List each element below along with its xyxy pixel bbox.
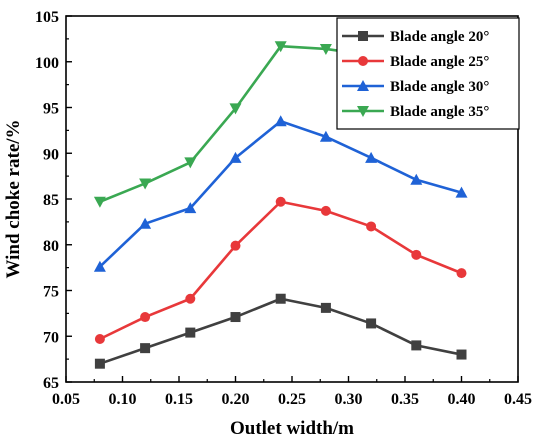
data-point (456, 349, 467, 360)
data-point (411, 249, 422, 260)
y-tick-label: 100 (35, 55, 59, 72)
y-axis-label: Wind choke rate/% (3, 119, 24, 278)
data-point (230, 240, 241, 251)
legend-marker (357, 106, 369, 117)
y-tick-label: 85 (43, 192, 59, 209)
data-point (274, 41, 287, 53)
y-tick-label: 105 (35, 9, 59, 26)
legend-item: Blade angle 35° (342, 104, 489, 120)
data-point (365, 151, 378, 163)
data-point (366, 221, 377, 232)
data-point (275, 293, 286, 304)
axis-ticks: 0.05 0.10 0.15 0.20 0.25 0.30 0.35 0.40 0.45 65 70… (35, 9, 532, 408)
data-point (275, 196, 286, 207)
legend-label: Blade angle 25° (390, 54, 489, 70)
data-point (184, 202, 197, 214)
data-point (139, 178, 152, 190)
series-3 (93, 115, 468, 272)
data-point (274, 115, 287, 127)
legend-item: Blade angle 20° (342, 29, 489, 45)
y-tick-label: 80 (43, 238, 59, 255)
legend-label: Blade angle 35° (390, 104, 489, 120)
y-tick-label: 75 (43, 284, 59, 301)
data-point (139, 217, 152, 229)
data-point (320, 205, 331, 216)
x-tick-label: 0.20 (222, 391, 250, 408)
data-point (94, 358, 105, 369)
data-point (411, 340, 422, 351)
data-point (229, 103, 242, 115)
x-tick-label: 0.10 (109, 391, 137, 408)
data-point (366, 318, 377, 329)
data-point (185, 327, 196, 338)
legend-marker (357, 80, 369, 91)
y-tick-label: 70 (43, 329, 59, 346)
series-line (99, 297, 462, 365)
y-tick-label: 65 (43, 375, 59, 392)
data-point (456, 268, 467, 279)
series-1 (94, 293, 467, 369)
data-point (320, 302, 331, 313)
data-point (184, 157, 197, 169)
legend-label: Blade angle 30° (390, 79, 489, 95)
x-tick-label: 0.15 (165, 391, 193, 408)
legend-marker (358, 56, 368, 66)
legend-marker (358, 31, 368, 41)
x-tick-label: 0.30 (335, 391, 363, 408)
series-line (99, 119, 462, 268)
data-point (93, 260, 106, 272)
legend-item: Blade angle 30° (342, 79, 489, 95)
data-point (319, 43, 332, 55)
legend-item: Blade angle 25° (342, 54, 489, 70)
series-line (99, 200, 462, 341)
data-point (230, 312, 241, 323)
y-tick-label: 95 (43, 101, 59, 118)
legend-label: Blade angle 20° (390, 29, 489, 45)
series-2 (94, 196, 467, 344)
data-point (229, 151, 242, 163)
data-point (94, 333, 105, 344)
data-point (319, 130, 332, 142)
legend: Blade angle 20° Blade angle 25° Blade angl… (336, 17, 520, 130)
data-point (410, 173, 423, 185)
data-point (93, 196, 106, 208)
x-axis-label: Outlet width/m (230, 418, 354, 439)
data-point (455, 186, 468, 198)
data-point (140, 312, 151, 323)
x-tick-label: 0.05 (52, 391, 80, 408)
x-tick-label: 0.45 (504, 391, 532, 408)
data-point (185, 293, 196, 304)
x-tick-label: 0.35 (391, 391, 419, 408)
y-tick-label: 90 (43, 146, 59, 163)
data-point (140, 343, 151, 354)
x-tick-label: 0.40 (448, 391, 476, 408)
x-tick-label: 0.25 (278, 391, 306, 408)
